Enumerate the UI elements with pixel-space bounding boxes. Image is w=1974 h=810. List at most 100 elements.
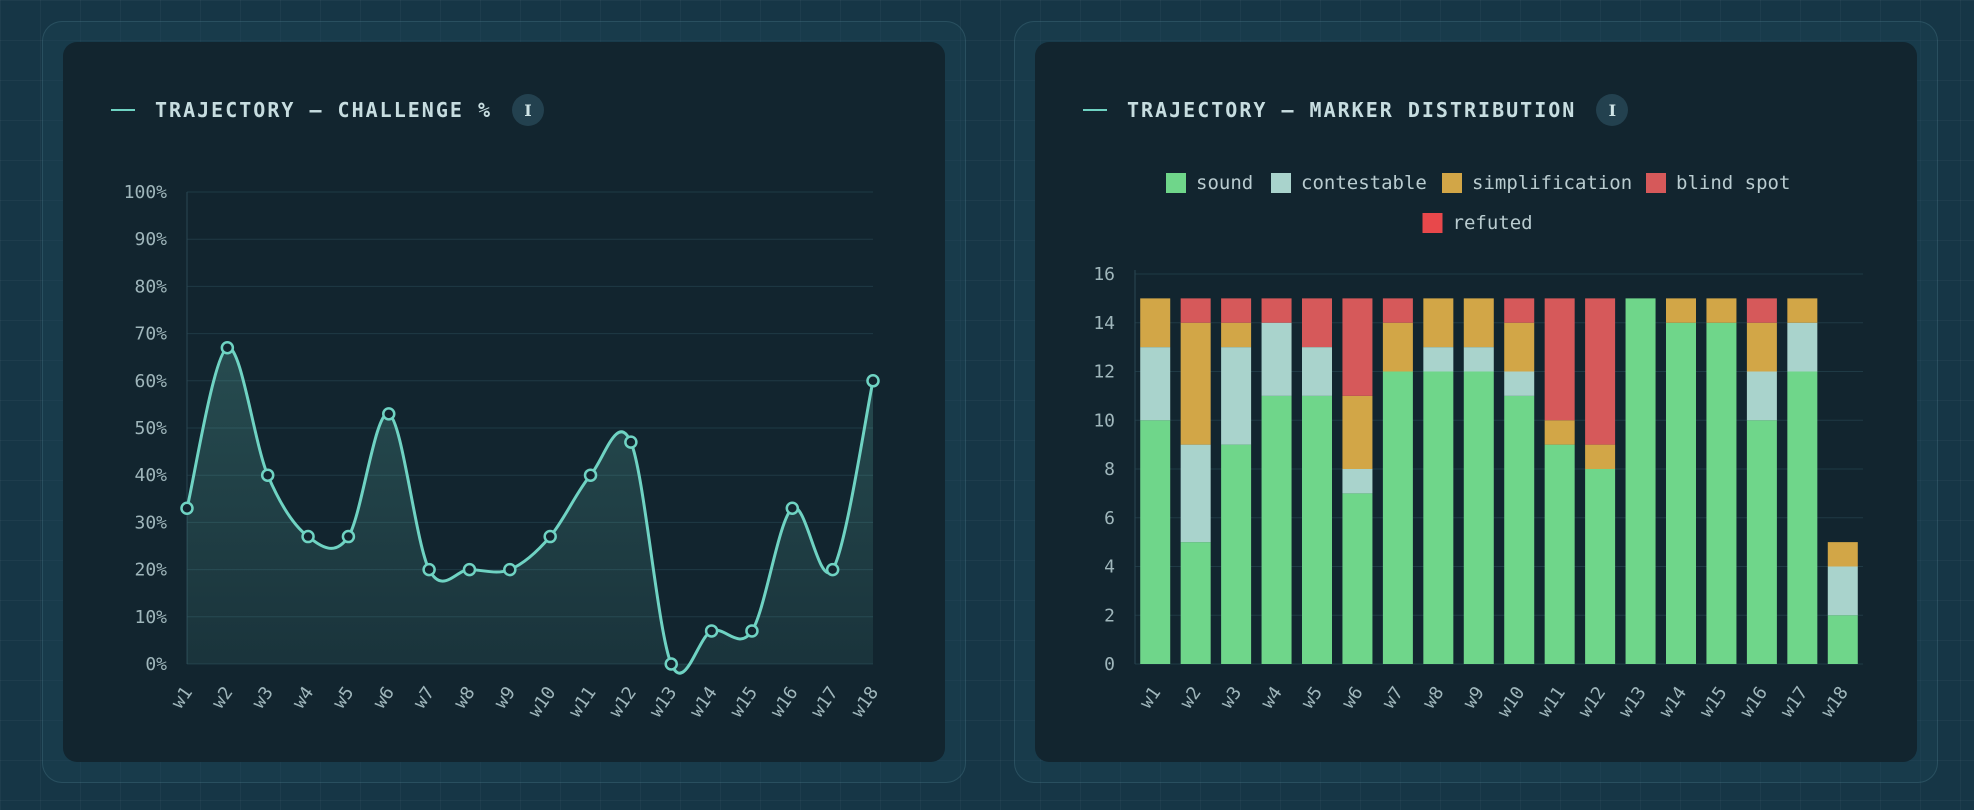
bar-w10-blind_spot [1504,298,1535,323]
bar-w13-sound [1625,298,1656,664]
x-tick-label: w10 [1493,683,1529,722]
legend-swatch-sound [1166,173,1186,193]
marker-chart-title: TRAJECTORY — MARKER DISTRIBUTION [1127,98,1577,122]
x-tick-label: w3 [1217,683,1247,713]
bar-w16-blind_spot [1746,298,1777,323]
data-point-w12 [624,435,638,449]
challenge-chart-title: TRAJECTORY — CHALLENGE % [155,98,492,122]
y-tick-label: 16 [1093,264,1115,285]
bar-w7-sound [1382,371,1413,664]
challenge-info-button[interactable]: I [511,94,544,126]
x-tick-label: w1 [1136,683,1166,713]
bar-w16-sound [1746,420,1777,664]
y-tick-label: 14 [1093,313,1115,334]
x-tick-label: w17 [1777,683,1813,722]
data-point-w16 [785,501,800,515]
bar-w7-simplification [1382,322,1413,372]
bar-w14-simplification [1666,298,1696,323]
legend-swatch-refuted [1422,213,1443,233]
data-point-w4 [301,529,315,544]
x-tick-label: w15 [1696,683,1732,722]
y-tick-label: 50% [134,418,167,439]
x-tick-label: w12 [605,683,641,722]
data-point-w14 [704,624,719,638]
legend-label-sound: sound [1196,172,1253,194]
bar-w6-sound [1342,493,1373,664]
bar-w12-blind_spot [1585,298,1616,445]
data-point-w11 [583,468,598,482]
bar-w3-blind_spot [1221,298,1252,323]
x-tick-label: w13 [645,683,681,722]
y-tick-label: 0 [1104,654,1115,675]
x-tick-label: w6 [1338,683,1368,713]
bar-w2-contestable [1180,444,1211,543]
bar-w15-sound [1706,322,1737,664]
challenge-panel-header: TRAJECTORY — CHALLENGE % I [111,92,544,128]
bar-w12-simplification [1585,444,1616,469]
x-tick-label: w2 [208,683,238,713]
x-tick-label: w16 [1736,683,1772,722]
bar-w5-contestable [1302,347,1332,396]
bar-w6-contestable [1342,469,1373,494]
data-point-w17 [825,562,840,577]
bar-w11-blind_spot [1544,298,1575,421]
data-point-w7 [422,562,436,577]
legend-swatch-simplification [1442,173,1462,193]
x-tick-label: w4 [1257,683,1287,713]
bar-w6-blind_spot [1342,298,1373,396]
y-tick-label: 100% [124,182,168,203]
legend-swatch-contestable [1271,173,1291,193]
bar-w10-simplification [1504,322,1535,372]
x-tick-label: w15 [726,683,762,722]
legend-label-blind_spot: blind spot [1676,172,1790,194]
data-point-w18 [866,374,880,388]
data-point-w2 [220,341,235,355]
y-tick-label: 90% [134,229,167,250]
bar-w17-contestable [1787,322,1818,372]
bar-w2-sound [1180,542,1211,664]
legend-label-refuted: refuted [1453,212,1533,234]
bar-w16-simplification [1746,322,1777,372]
challenge-line-chart: 0% 10% 20% 30% 40% 50% 60% 70% 80% 90% 100% w1 w2 w3 w… [124,182,883,722]
bar-w4-blind_spot [1261,298,1292,323]
bar-w12-sound [1585,469,1616,664]
legend-label-contestable: contestable [1301,172,1427,194]
bar-w6-simplification [1342,395,1373,469]
x-tick-label: w16 [767,683,803,722]
bar-w2-blind_spot [1180,298,1211,323]
bar-w10-sound [1504,395,1535,664]
bar-w4-contestable [1261,322,1292,396]
x-tick-label: w7 [1378,683,1408,713]
bar-w5-blind_spot [1302,298,1332,348]
bar-w14-sound [1666,322,1696,664]
marker-stacked-bar-chart: sound contestable simplification blind spot… [1093,172,1863,722]
y-tick-label: 40% [134,465,167,486]
bar-w1-contestable [1140,347,1171,421]
title-dash-icon [111,109,135,111]
x-tick-label: w10 [524,683,560,722]
data-point-w9 [503,562,517,577]
x-tick-label: w5 [1297,683,1327,713]
x-tick-label: w8 [450,683,480,713]
x-tick-label: w14 [686,683,722,722]
x-tick-label: w6 [369,683,399,713]
marker-panel-header: TRAJECTORY — MARKER DISTRIBUTION I [1083,92,1629,128]
bar-w10-contestable [1504,371,1535,396]
x-tick-label: w11 [565,683,601,722]
y-tick-label: 4 [1104,557,1115,578]
bar-w1-sound [1140,420,1171,664]
bar-w17-simplification [1787,298,1818,323]
y-tick-label: 6 [1104,508,1115,529]
bar-w3-sound [1221,444,1252,664]
data-point-w5 [341,529,356,544]
x-tick-label: w4 [289,683,319,713]
x-tick-label: w18 [1817,683,1853,722]
data-point-w10 [543,529,557,544]
x-tick-label: w2 [1176,683,1206,713]
bar-w18-sound [1827,615,1858,664]
data-point-w8 [462,562,477,577]
y-tick-label: 0% [145,654,167,675]
bar-w16-contestable [1746,371,1777,421]
bar-w2-simplification [1180,322,1211,445]
marker-info-button[interactable]: I [1596,94,1629,126]
